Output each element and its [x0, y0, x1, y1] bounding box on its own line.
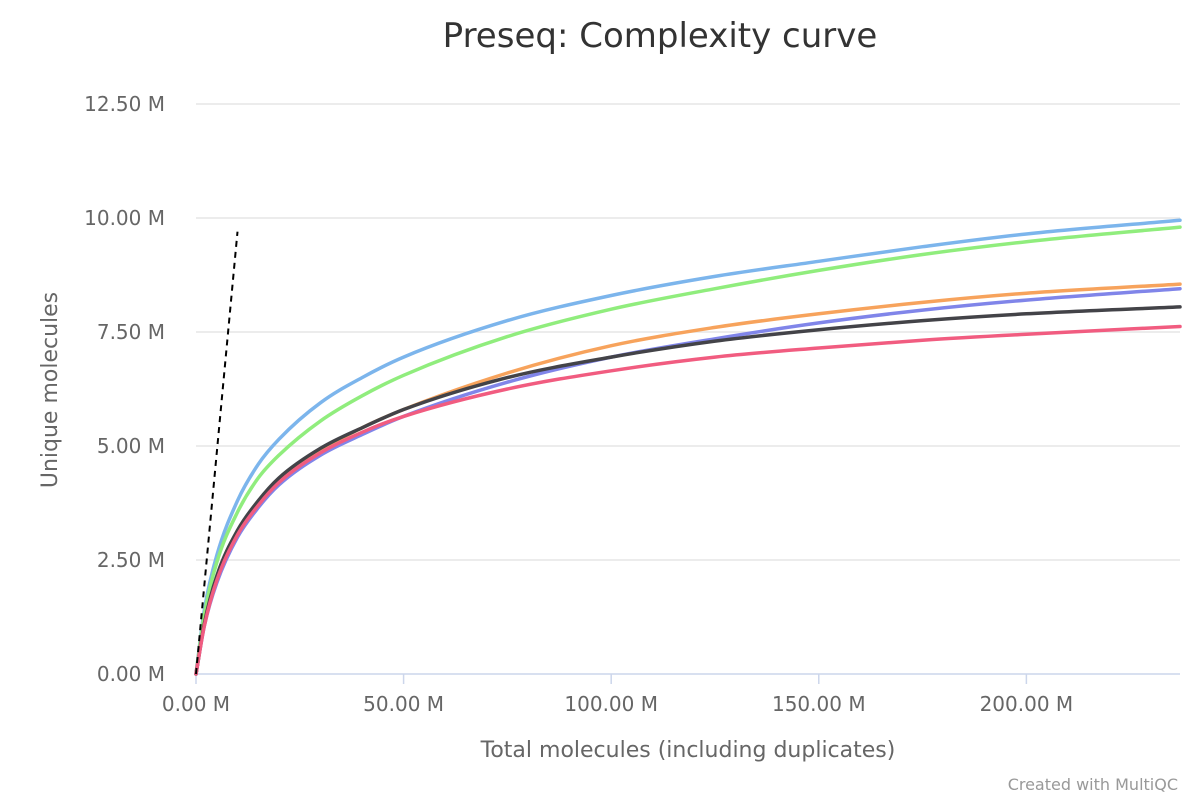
x-axis-ticks: 0.00 M 50.00 M 100.00 M 150.00 M 200.00 M — [162, 674, 1073, 716]
series-line-2[interactable] — [194, 225, 1182, 676]
series-line-5[interactable] — [194, 305, 1182, 676]
x-tick-label: 150.00 M — [772, 692, 866, 716]
series-lines — [194, 218, 1182, 676]
x-tick-label: 100.00 M — [564, 692, 658, 716]
x-tick-label: 50.00 M — [363, 692, 444, 716]
y-axis-label: Unique molecules — [38, 292, 63, 488]
x-tick-label: 0.00 M — [162, 692, 230, 716]
x-tick-label: 200.00 M — [980, 692, 1074, 716]
y-tick-label: 10.00 M — [84, 206, 165, 230]
multiqc-credit[interactable]: Created with MultiQC — [1008, 775, 1178, 794]
series-line-1[interactable] — [194, 218, 1182, 676]
y-axis-ticks: 0.00 M 2.50 M 5.00 M 7.50 M 10.00 M 12.50 M — [84, 92, 165, 686]
y-tick-label: 0.00 M — [97, 662, 165, 686]
y-tick-label: 12.50 M — [84, 92, 165, 116]
x-axis-label: Total molecules (including duplicates) — [480, 738, 896, 763]
y-tick-label: 2.50 M — [97, 548, 165, 572]
y-tick-label: 5.00 M — [97, 434, 165, 458]
reference-line-dashed — [195, 231, 239, 675]
chart-title: Preseq: Complexity curve — [443, 16, 878, 56]
series-line-6[interactable] — [194, 324, 1182, 676]
y-tick-label: 7.50 M — [97, 320, 165, 344]
